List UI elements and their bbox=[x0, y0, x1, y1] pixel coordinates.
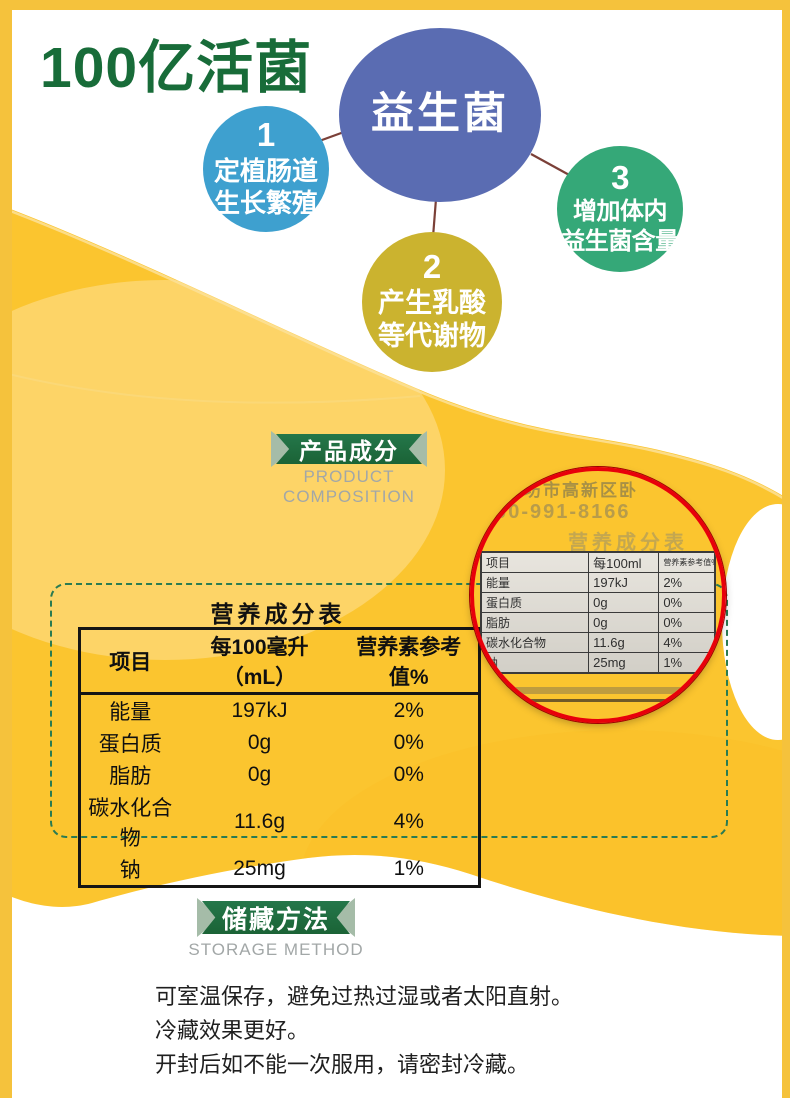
node-3-line2: 益生菌含量 bbox=[561, 228, 679, 256]
node-1-line1: 定植肠道 bbox=[213, 155, 318, 186]
photo-address-line: 省潍坊市高新区卧 bbox=[486, 481, 638, 500]
composition-subtitle: PRODUCT COMPOSITION bbox=[283, 467, 415, 506]
photo-cell: 0g bbox=[588, 612, 660, 633]
label-gold-stripe-thin bbox=[474, 699, 722, 702]
photo-cell: 营养素参考值% bbox=[658, 551, 716, 573]
node-3-number: 3 bbox=[611, 158, 629, 196]
nutrition-cell: 11.6g bbox=[234, 810, 285, 833]
photo-cell: 1% bbox=[658, 652, 716, 674]
photo-cell: 0g bbox=[588, 592, 660, 613]
nutrition-cell: 197kJ bbox=[231, 699, 288, 722]
diagram-node-2: 2 产生乳酸 等代谢物 bbox=[362, 232, 502, 372]
photo-cell: 钠 bbox=[480, 652, 590, 674]
table-row: 碳水化合物 11.6g 4% bbox=[80, 791, 480, 853]
photo-cell: 碳水化合物 bbox=[480, 632, 590, 653]
composition-ribbon-label: 产品成分 bbox=[276, 434, 422, 464]
storage-instructions: 可室温保存，避免过热过湿或者太阳直射。 冷藏效果更好。 开封后如不能一次服用，请… bbox=[155, 980, 573, 1082]
nutrition-cell: 1% bbox=[393, 857, 424, 880]
nutrition-dashed-panel bbox=[50, 583, 728, 838]
nutrition-header-item: 项目 bbox=[79, 628, 180, 695]
nutrition-cell: 4% bbox=[393, 810, 424, 833]
photo-cell: 0% bbox=[658, 612, 716, 633]
node-2-line2: 等代谢物 bbox=[378, 321, 486, 352]
nutrition-cell: 脂肪 bbox=[109, 765, 152, 788]
photo-cell: 蛋白质 bbox=[480, 592, 590, 613]
table-row: 项目 每100ml 营养素参考值% bbox=[480, 551, 716, 573]
node-3-line1: 增加体内 bbox=[573, 198, 668, 226]
nutrition-cell: 0g bbox=[247, 731, 272, 754]
diagram-center-bubble: 益生菌 bbox=[339, 28, 541, 202]
photo-cell: 脂肪 bbox=[480, 612, 590, 633]
diagram-node-1: 1 定植肠道 生长繁殖 bbox=[203, 106, 329, 232]
table-row: 蛋白质 0g 0% bbox=[80, 727, 480, 759]
diagram-center-label: 益生菌 bbox=[371, 90, 509, 139]
storage-ribbon-label: 储藏方法 bbox=[202, 901, 350, 934]
table-row: 碳水化合物 11.6g 4% bbox=[480, 632, 716, 653]
photo-cell: 项目 bbox=[480, 551, 590, 573]
nutrition-header-nrv: 营养素参考值% bbox=[339, 628, 480, 695]
table-row: 能量 197kJ 2% bbox=[480, 572, 716, 593]
nutrition-title: 营养成分表 bbox=[210, 601, 346, 627]
nutrition-cell: 0% bbox=[393, 731, 424, 754]
photo-cell: 0% bbox=[658, 592, 716, 613]
table-row: 脂肪 0g 0% bbox=[480, 612, 716, 633]
node-1-number: 1 bbox=[256, 116, 276, 154]
photo-cell: 2% bbox=[658, 572, 716, 593]
node-2-number: 2 bbox=[422, 247, 442, 285]
photo-cell: 4% bbox=[658, 632, 716, 653]
nutrition-table: 项目 每100毫升（mL） 营养素参考值% 能量 197kJ 2% 蛋白质 0g… bbox=[78, 627, 481, 888]
table-row: 钠 25mg 1% bbox=[480, 652, 716, 674]
storage-text-line: 可室温保存，避免过热过湿或者太阳直射。 bbox=[155, 984, 574, 1009]
page-title: 100亿活菌 bbox=[40, 36, 313, 100]
product-label-photo: 省潍坊市高新区卧 400-991-8166 营养成分表 项目 每100ml 营养… bbox=[470, 467, 726, 723]
table-row: 钠 25mg 1% bbox=[80, 853, 480, 887]
storage-ribbon: 储藏方法 bbox=[197, 898, 355, 937]
nutrition-cell: 0% bbox=[393, 763, 424, 786]
nutrition-header-row: 项目 每100毫升（mL） 营养素参考值% bbox=[79, 628, 480, 695]
table-row: 能量 197kJ 2% bbox=[80, 694, 480, 728]
storage-text-line: 开封后如不能一次服用，请密封冷藏。 bbox=[155, 1052, 530, 1077]
node-1-line2: 生长繁殖 bbox=[213, 188, 318, 219]
nutrition-cell: 2% bbox=[393, 699, 424, 722]
photo-label-title: 营养成分表 bbox=[568, 532, 688, 554]
nutrition-cell: 0g bbox=[247, 763, 272, 786]
diagram-node-3: 3 增加体内 益生菌含量 bbox=[557, 146, 683, 272]
nutrition-cell: 碳水化合物 bbox=[88, 797, 173, 850]
photo-phone-line: 400-991-8166 bbox=[482, 501, 631, 523]
nutrition-header-per100: 每100毫升（mL） bbox=[179, 628, 340, 695]
composition-ribbon: 产品成分 bbox=[271, 431, 427, 467]
storage-subtitle: STORAGE METHOD bbox=[188, 940, 364, 959]
photo-cell: 每100ml bbox=[588, 551, 660, 573]
table-row: 脂肪 0g 0% bbox=[80, 759, 480, 791]
storage-text-line: 冷藏效果更好。 bbox=[155, 1018, 310, 1043]
node-2-line1: 产生乳酸 bbox=[378, 287, 486, 318]
photo-cell: 25mg bbox=[588, 652, 660, 674]
photo-cell: 能量 bbox=[480, 572, 590, 593]
nutrition-cell: 25mg bbox=[233, 857, 286, 880]
photo-cell: 197kJ bbox=[588, 572, 660, 593]
label-photo-content: 省潍坊市高新区卧 400-991-8166 营养成分表 项目 每100ml 营养… bbox=[474, 471, 722, 719]
white-pocket bbox=[722, 504, 790, 740]
nutrition-cell: 钠 bbox=[119, 859, 141, 882]
table-row: 蛋白质 0g 0% bbox=[480, 592, 716, 613]
photo-nutrition-table: 项目 每100ml 营养素参考值% 能量 197kJ 2% 蛋白质 0g 0% … bbox=[480, 551, 716, 674]
nutrition-cell: 能量 bbox=[109, 701, 152, 724]
photo-cell: 11.6g bbox=[588, 632, 660, 653]
nutrition-cell: 蛋白质 bbox=[98, 733, 162, 756]
label-gold-stripe bbox=[474, 687, 722, 694]
